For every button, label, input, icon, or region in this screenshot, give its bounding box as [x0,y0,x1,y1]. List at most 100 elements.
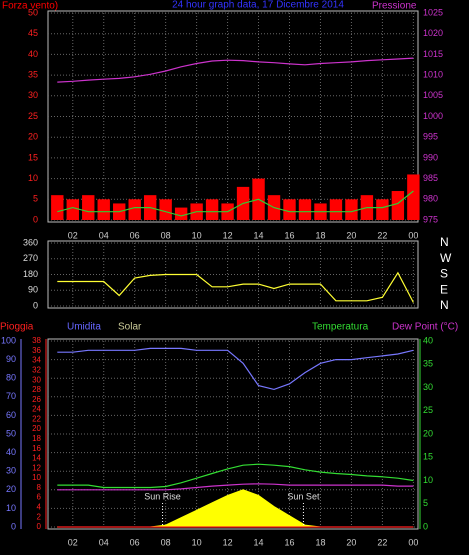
x-tick-label: 14 [254,230,264,240]
x-tick-label: 14 [254,537,264,547]
x-tick-label: 06 [130,230,140,240]
y-tick-label: 20 [32,424,41,433]
y-tick-label: 270 [23,253,38,263]
x-tick-label: 10 [192,537,202,547]
y-tick-label: 25 [423,405,433,415]
x-tick-label: 06 [130,537,140,547]
y-tick-label: 1010 [423,69,443,79]
y-tick-label: 15 [28,152,38,162]
y-tick-label: 10 [32,473,41,482]
y-tick-label: 180 [23,269,38,279]
x-tick-label: 00 [408,537,418,547]
y-tick-label: 360 [23,237,38,247]
line [57,483,414,491]
bar [205,199,219,220]
x-tick-label: 16 [284,230,294,240]
y-tick-label: 20 [28,132,38,142]
annotation: Sun Rise [144,491,181,501]
y-tick-label: 30 [28,90,38,100]
y-tick-label: 22 [32,414,41,423]
y-tick-label: 975 [423,214,438,224]
y-tick-label: 16 [32,444,41,453]
bar [298,199,312,220]
x-tick-label: 02 [68,537,78,547]
bar [329,199,343,220]
line [57,347,414,391]
y-tick-label: 14 [32,454,41,463]
y-tick-label: 5 [423,498,428,508]
legend-label: Solar [118,322,142,333]
chart-title: 24 hour graph data, 17 Dicembre 2014 [172,0,344,11]
legend-label: Dew Point (°C) [392,322,458,333]
y-tick-label: 35 [28,69,38,79]
x-tick-label: 02 [68,230,78,240]
x-tick-label: 18 [315,230,325,240]
y-tick-label: 10 [6,503,16,513]
y-tick-label: 15 [423,452,433,462]
x-tick-label: 00 [408,230,418,240]
bar [159,199,172,220]
y-tick-label: 1005 [423,90,443,100]
y-tick-label: 2 [37,512,42,521]
bar [66,199,79,220]
x-tick-label: 16 [284,537,294,547]
x-tick-label: 20 [346,230,356,240]
x-tick-label: 04 [99,537,109,547]
y-tick-label: 6 [37,493,42,502]
line [57,271,414,303]
bar [391,191,405,220]
y-tick-label: 50 [28,7,38,17]
y-tick-label: 28 [32,385,41,394]
x-tick-label: 22 [377,537,387,547]
annotation: Sun Set [287,491,320,501]
x-tick-label: 20 [346,537,356,547]
y-tick-label: 8 [37,483,42,492]
y-tick-label: 10 [423,475,433,485]
y-tick-label: 980 [423,194,438,204]
x-tick-label: 12 [223,537,233,547]
y-tick-label: 985 [423,173,438,183]
line [57,57,414,83]
x-tick-label: 22 [377,230,387,240]
y-tick-label: 20 [423,428,433,438]
y-tick-label: 0 [423,521,428,531]
y-tick-label: 990 [423,152,438,162]
bar [51,195,64,220]
y-tick-label: 1015 [423,49,443,59]
y-tick-label: 0 [33,214,38,224]
y-tick-label: S [440,267,448,281]
y-tick-label: 24 [32,405,41,414]
y-tick-label: 60 [6,410,16,420]
y-tick-label: 35 [423,359,433,369]
y-tick-label: 30 [32,375,41,384]
bar [376,199,389,220]
y-tick-label: 50 [6,428,16,438]
y-tick-label: 70 [6,391,16,401]
y-tick-label: E [440,282,448,296]
legend-label: Umidita [67,322,101,333]
y-tick-label: 1020 [423,28,443,38]
y-tick-label: 30 [423,382,433,392]
y-tick-label: 38 [32,336,41,345]
y-tick-label: 36 [32,346,41,355]
x-tick-label: 12 [223,230,233,240]
y-tick-label: 0 [33,300,38,310]
y-tick-label: 995 [423,132,438,142]
y-tick-label: 90 [6,354,16,364]
y-tick-label: 18 [32,434,41,443]
bar [97,199,110,220]
bar [407,174,420,220]
y-tick-label: 1000 [423,111,443,121]
y-tick-label: W [440,251,452,265]
y-tick-label: 80 [6,373,16,383]
line [57,190,414,217]
line [57,463,414,489]
bar [128,199,141,220]
bar [345,199,358,220]
legend-label: Forza vento) [2,1,58,12]
y-tick-label: 30 [6,466,16,476]
y-tick-label: 45 [28,28,38,38]
y-tick-label: 5 [33,194,38,204]
y-tick-label: 12 [32,463,41,472]
